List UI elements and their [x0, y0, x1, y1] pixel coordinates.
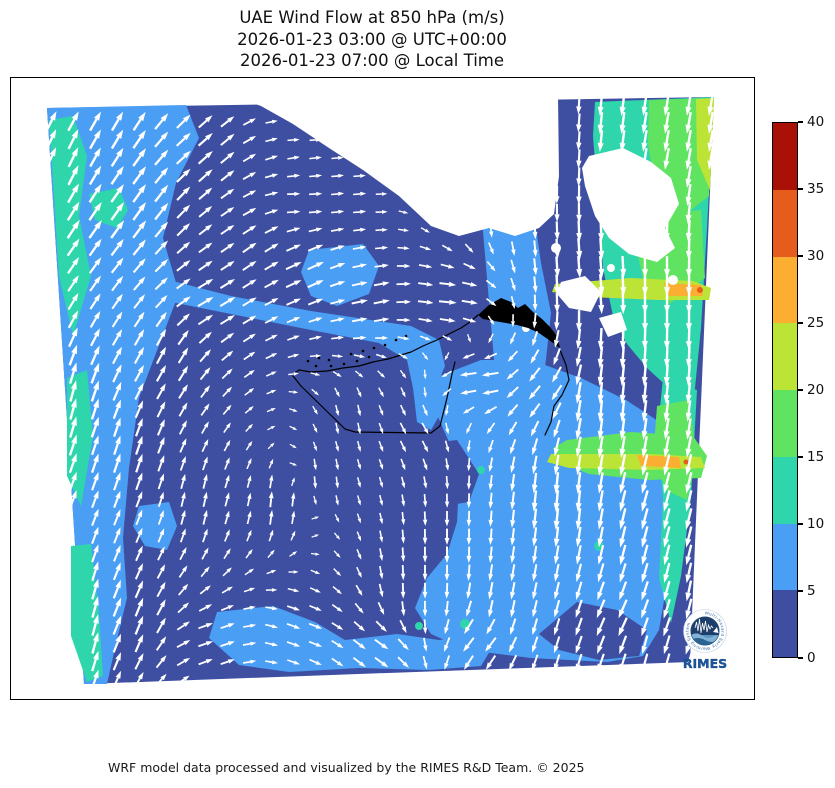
colorbar-tick-label: 30	[807, 248, 825, 264]
colorbar-tick	[798, 121, 803, 123]
colorbar: 0 5 10 15 20 25 30 35 40	[772, 114, 832, 666]
colorbar-tick	[798, 590, 803, 592]
colorbar-tick-label: 35	[807, 181, 825, 197]
colorbar-segment	[773, 456, 797, 524]
title-line-1: UAE Wind Flow at 850 hPa (m/s)	[239, 8, 505, 27]
colorbar-tick	[798, 322, 803, 324]
credit-text: WRF model data processed and visualized …	[108, 760, 585, 775]
wind-arrow-field	[45, 93, 714, 689]
colorbar-segment	[773, 590, 797, 657]
colorbar-segment	[773, 123, 797, 190]
colorbar-tick-label: 0	[807, 650, 816, 666]
terrain-mask-layer	[233, 96, 679, 337]
colorbar-segment	[773, 390, 797, 457]
colorbar-tick-label: 5	[807, 583, 816, 599]
colorbar-tick	[798, 657, 803, 659]
colorbar-segment	[773, 323, 797, 390]
title-line-3: 2026-01-23 07:00 @ Local Time	[239, 51, 505, 70]
colorbar-tick	[798, 456, 803, 458]
colorbar-segment	[773, 189, 797, 257]
colorbar-tick	[798, 523, 803, 525]
colorbar-tick	[798, 389, 803, 391]
colorbar-tick-label: 25	[807, 315, 825, 331]
colorbar-tick	[798, 255, 803, 257]
title-line-2: 2026-01-23 03:00 @ UTC+00:00	[237, 29, 507, 49]
colorbar-tick-label: 20	[807, 382, 825, 398]
rimes-logo: Multi-Hazard Early Warning System RIMES	[669, 605, 741, 675]
map-plot-area: Multi-Hazard Early Warning System RIMES	[10, 77, 755, 700]
colorbar-segment	[773, 523, 797, 591]
colorbar-ticks: 0 5 10 15 20 25 30 35 40	[798, 114, 832, 666]
rimes-logo-svg: Multi-Hazard Early Warning System RIMES	[683, 609, 727, 671]
colorbar-tick-label: 10	[807, 516, 825, 532]
colorbar-tick	[798, 188, 803, 190]
colorbar-gradient	[772, 122, 798, 658]
colorbar-tick-label: 40	[807, 114, 825, 130]
logo-wordmark: RIMES	[683, 656, 727, 671]
chart-title: UAE Wind Flow at 850 hPa (m/s) 2026-01-2…	[11, 7, 733, 72]
wind-map-svg	[45, 93, 714, 689]
speed-regions-layer	[47, 97, 714, 684]
colorbar-segment	[773, 256, 797, 324]
colorbar-tick-label: 15	[807, 449, 825, 465]
